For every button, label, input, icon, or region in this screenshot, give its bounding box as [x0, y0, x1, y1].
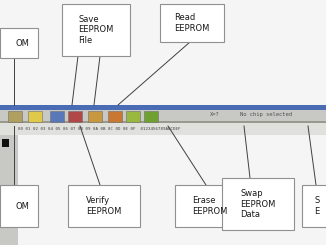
- Bar: [28, 111, 42, 122]
- Text: No chip selected: No chip selected: [240, 112, 292, 117]
- Bar: [144, 111, 158, 122]
- Bar: [2, 139, 9, 147]
- Bar: [0, 105, 326, 123]
- FancyBboxPatch shape: [160, 4, 224, 42]
- Text: OM: OM: [16, 201, 30, 210]
- Bar: [8, 111, 22, 122]
- Text: Swap
EEPROM
Data: Swap EEPROM Data: [240, 189, 276, 219]
- FancyBboxPatch shape: [68, 185, 140, 227]
- Bar: [88, 111, 102, 122]
- FancyBboxPatch shape: [175, 185, 245, 227]
- Text: Erase
EEPROM: Erase EEPROM: [192, 196, 228, 216]
- FancyBboxPatch shape: [0, 28, 38, 58]
- FancyBboxPatch shape: [0, 185, 38, 227]
- Text: X=?: X=?: [210, 112, 220, 117]
- Text: Save
EEPROM
File: Save EEPROM File: [78, 15, 114, 45]
- Text: OM: OM: [16, 38, 30, 48]
- Bar: [0, 121, 326, 123]
- Bar: [50, 111, 64, 122]
- Bar: [0, 135, 18, 245]
- Bar: [126, 111, 140, 122]
- Text: Verify
EEPROM: Verify EEPROM: [86, 196, 122, 216]
- FancyBboxPatch shape: [62, 4, 130, 56]
- Bar: [0, 123, 326, 135]
- Bar: [0, 105, 326, 110]
- FancyBboxPatch shape: [302, 185, 326, 227]
- Text: S
E: S E: [315, 196, 320, 216]
- Bar: [108, 111, 122, 122]
- Bar: [68, 111, 82, 122]
- Text: Read
EEPROM: Read EEPROM: [174, 13, 210, 33]
- FancyBboxPatch shape: [222, 178, 294, 230]
- Text: 00 01 02 03 04 05 06 07 08 09 0A 0B 0C 0D 0E 0F  0123456789ABCDEF: 00 01 02 03 04 05 06 07 08 09 0A 0B 0C 0…: [18, 127, 181, 131]
